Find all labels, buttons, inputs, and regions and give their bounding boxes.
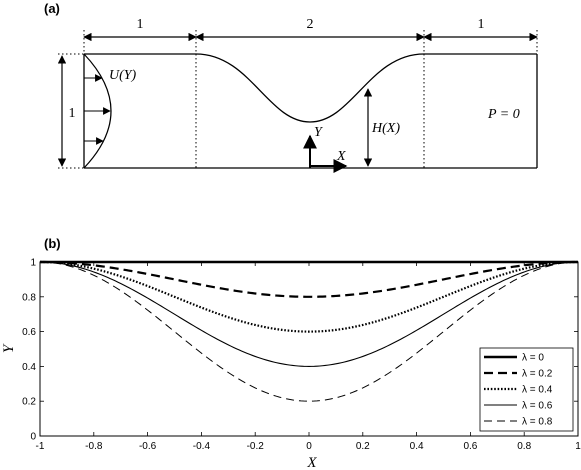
panel-a-label: (a) (44, 1, 60, 16)
y-tick-label: 0 (30, 432, 36, 443)
x-tick-label: -0.4 (193, 441, 211, 452)
channel-top-wall (84, 53, 537, 123)
y-tick-label: 0.6 (22, 327, 36, 338)
legend-label-1: λ = 0.2 (522, 369, 553, 380)
extension-lines (58, 30, 538, 169)
x-tick-label: 0.4 (410, 441, 424, 452)
panel-b: (b) -1 -0.8 -0.6 -0.4 -0.2 0 0.2 0.4 0.6 0.8 1 0 0.… (1, 236, 581, 470)
panel-b-label: (b) (44, 236, 61, 251)
y-tick-label: 0.8 (22, 292, 36, 303)
dimension-label-right: 1 (478, 17, 485, 32)
dimension-label-middle: 2 (307, 17, 314, 32)
x-axis-title: X (306, 455, 317, 470)
y-axis-title: Y (1, 343, 17, 353)
y-tick-label: 0.2 (22, 397, 36, 408)
series-line-2 (39, 260, 579, 333)
x-axis-label: X (336, 149, 346, 164)
x-tick-label: -0.2 (247, 441, 265, 452)
x-tick-label: 0 (306, 441, 312, 452)
legend-label-3: λ = 0.6 (522, 401, 553, 412)
dimension-label-left: 1 (137, 17, 144, 32)
panel-a: (a) 1 2 1 1 U(Y) (44, 1, 538, 173)
y-tick-label: 1 (30, 258, 36, 269)
x-tick-label: 0.2 (356, 441, 370, 452)
legend: λ = 0 λ = 0.2 λ = 0.4 λ = 0.6 λ = 0.8 (479, 347, 574, 432)
height-label: 1 (69, 106, 76, 121)
x-tick-label: -1 (36, 441, 45, 452)
x-tick-label: 1 (575, 441, 581, 452)
x-ticks: -1 -0.8 -0.6 -0.4 -0.2 0 0.2 0.4 0.6 0.8 1 (36, 262, 581, 452)
legend-label-2: λ = 0.4 (522, 385, 553, 396)
legend-label-4: λ = 0.8 (522, 417, 553, 428)
x-tick-label: 0.6 (463, 441, 477, 452)
inlet-profile-curve (83, 53, 112, 169)
outlet-pressure-label: P = 0 (487, 107, 520, 122)
series-line-3 (39, 261, 579, 367)
y-tick-label: 0.4 (22, 362, 36, 373)
series-lines (39, 260, 579, 402)
series-line-4 (39, 261, 579, 402)
series-line-1 (39, 260, 579, 298)
x-tick-label: -0.6 (139, 441, 157, 452)
y-axis-label: Y (314, 125, 324, 140)
wall-height-label: H(X) (371, 121, 400, 136)
x-tick-label: 0.8 (517, 441, 531, 452)
legend-label-0: λ = 0 (522, 353, 544, 364)
x-tick-label: -0.8 (85, 441, 103, 452)
inlet-profile-arrows (84, 74, 111, 145)
inlet-profile-label: U(Y) (109, 68, 137, 83)
